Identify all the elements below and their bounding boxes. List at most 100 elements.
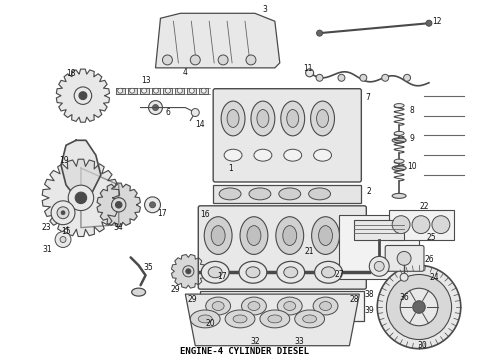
- Ellipse shape: [208, 264, 228, 274]
- Bar: [151, 88, 161, 94]
- Circle shape: [60, 237, 66, 243]
- Ellipse shape: [287, 109, 299, 127]
- Circle shape: [55, 231, 71, 247]
- Circle shape: [148, 100, 163, 114]
- Text: 17: 17: [218, 272, 227, 281]
- Text: 26: 26: [424, 255, 434, 264]
- Ellipse shape: [317, 109, 328, 127]
- Text: 35: 35: [144, 263, 153, 272]
- Circle shape: [387, 275, 452, 339]
- Ellipse shape: [281, 101, 305, 136]
- Polygon shape: [155, 13, 280, 68]
- Circle shape: [166, 88, 171, 93]
- Bar: [199, 88, 208, 94]
- Ellipse shape: [198, 315, 212, 323]
- Ellipse shape: [316, 264, 336, 274]
- Ellipse shape: [392, 166, 406, 171]
- Circle shape: [377, 265, 461, 349]
- Ellipse shape: [224, 149, 242, 161]
- Text: 28: 28: [350, 294, 359, 303]
- Text: 12: 12: [432, 17, 441, 26]
- Circle shape: [189, 88, 195, 93]
- Ellipse shape: [254, 149, 272, 161]
- Ellipse shape: [225, 310, 255, 328]
- Circle shape: [152, 105, 158, 111]
- Ellipse shape: [246, 267, 260, 278]
- Bar: [175, 88, 184, 94]
- Circle shape: [112, 198, 126, 212]
- Ellipse shape: [248, 302, 260, 310]
- Ellipse shape: [311, 101, 335, 136]
- Ellipse shape: [233, 315, 247, 323]
- FancyBboxPatch shape: [198, 206, 367, 289]
- Ellipse shape: [276, 217, 304, 255]
- Circle shape: [57, 207, 69, 219]
- Ellipse shape: [394, 104, 404, 108]
- Ellipse shape: [247, 226, 261, 246]
- Circle shape: [130, 88, 135, 93]
- Text: 25: 25: [426, 233, 436, 242]
- Circle shape: [79, 92, 87, 100]
- Circle shape: [68, 185, 94, 211]
- Ellipse shape: [227, 109, 239, 127]
- Circle shape: [369, 256, 389, 276]
- Circle shape: [149, 202, 155, 208]
- Ellipse shape: [268, 315, 282, 323]
- Ellipse shape: [277, 297, 302, 315]
- Bar: [128, 88, 137, 94]
- Ellipse shape: [221, 101, 245, 136]
- Text: 3: 3: [263, 5, 268, 14]
- Ellipse shape: [319, 302, 332, 310]
- Ellipse shape: [392, 138, 406, 143]
- Circle shape: [382, 74, 389, 81]
- Ellipse shape: [257, 109, 269, 127]
- Text: 29: 29: [171, 285, 180, 294]
- Circle shape: [142, 88, 147, 93]
- Bar: [340, 215, 419, 279]
- Circle shape: [412, 216, 430, 234]
- Text: 36: 36: [399, 293, 409, 302]
- Text: 2: 2: [367, 188, 372, 197]
- Text: 11: 11: [303, 64, 313, 73]
- Circle shape: [218, 55, 228, 65]
- Circle shape: [306, 69, 314, 77]
- Ellipse shape: [277, 261, 305, 283]
- Polygon shape: [185, 294, 359, 346]
- Ellipse shape: [201, 261, 229, 283]
- Circle shape: [191, 109, 199, 117]
- Polygon shape: [42, 159, 120, 237]
- Ellipse shape: [284, 302, 295, 310]
- Ellipse shape: [219, 188, 241, 200]
- Ellipse shape: [239, 261, 267, 283]
- Circle shape: [51, 201, 75, 225]
- Circle shape: [190, 55, 200, 65]
- Circle shape: [246, 55, 256, 65]
- Circle shape: [404, 74, 411, 81]
- Text: 34: 34: [114, 223, 123, 232]
- Text: 21: 21: [305, 247, 315, 256]
- Ellipse shape: [392, 193, 406, 198]
- Bar: [116, 88, 124, 94]
- Bar: [354, 220, 404, 239]
- Circle shape: [426, 20, 432, 26]
- Ellipse shape: [394, 159, 404, 163]
- Text: 4: 4: [183, 68, 188, 77]
- Circle shape: [153, 88, 158, 93]
- Ellipse shape: [212, 302, 224, 310]
- Ellipse shape: [284, 149, 302, 161]
- Ellipse shape: [303, 315, 317, 323]
- Circle shape: [397, 251, 411, 265]
- Circle shape: [61, 211, 65, 215]
- Ellipse shape: [312, 217, 340, 255]
- Bar: [164, 88, 172, 94]
- Text: 14: 14: [196, 120, 205, 129]
- Text: 1: 1: [228, 163, 232, 172]
- Circle shape: [186, 269, 191, 274]
- Text: 18: 18: [66, 69, 76, 78]
- Text: 22: 22: [419, 202, 429, 211]
- Text: 15: 15: [61, 227, 71, 236]
- Text: 10: 10: [407, 162, 417, 171]
- Text: 13: 13: [141, 76, 150, 85]
- Ellipse shape: [313, 297, 338, 315]
- Polygon shape: [56, 69, 109, 122]
